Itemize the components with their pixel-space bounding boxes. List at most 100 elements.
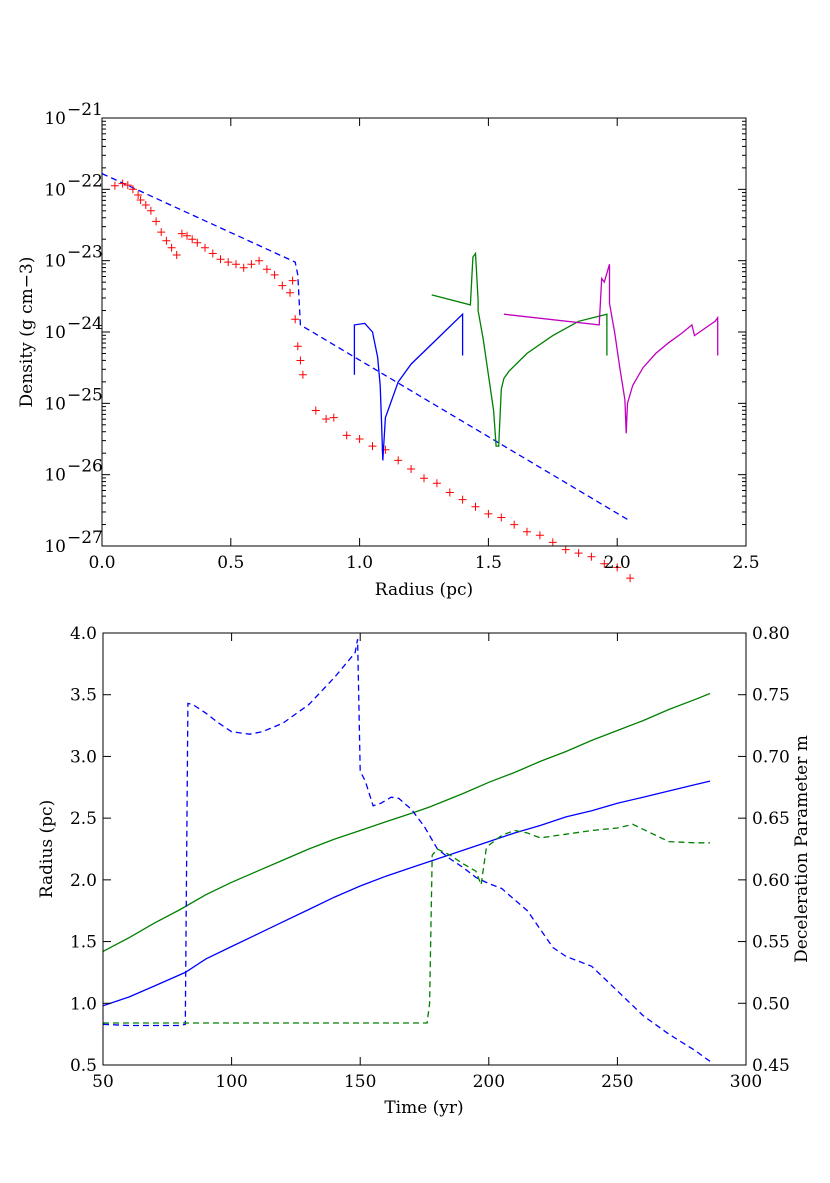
density-y-tick-exponent: −23 bbox=[67, 243, 103, 263]
density-marker bbox=[311, 406, 320, 415]
density-marker bbox=[136, 196, 145, 204]
density-marker bbox=[600, 559, 609, 568]
density-y-tick-exponent: −24 bbox=[67, 314, 103, 334]
radius-chart: 50 100 150 200 250 300 0.5 1.0 1.5 2.0 2.5 3.0 3.5 4… bbox=[37, 624, 812, 1118]
density-marker bbox=[208, 249, 217, 258]
density-x-tick-label: 0.5 bbox=[217, 553, 244, 573]
radius-x-tick-label: 150 bbox=[344, 1072, 376, 1092]
radius-x-tick-label: 250 bbox=[601, 1072, 633, 1092]
density-marker bbox=[123, 181, 132, 190]
density-x-ticks: 0.0 0.5 1.0 1.5 2.0 2.5 bbox=[88, 118, 760, 573]
density-y-tick-exponent: −25 bbox=[67, 385, 103, 405]
density-series-model-1 bbox=[353, 312, 464, 461]
density-y-label: Density (g cm−3) bbox=[17, 257, 37, 408]
density-marker bbox=[548, 538, 557, 547]
density-marker bbox=[201, 243, 209, 252]
density-y-tick-label: 10 bbox=[44, 394, 66, 414]
radius-right-y-tick-label: 0.50 bbox=[752, 994, 790, 1014]
density-plot-area bbox=[101, 173, 719, 583]
density-marker bbox=[394, 456, 403, 465]
radius-left-y-label: Radius (pc) bbox=[37, 800, 57, 898]
density-marker bbox=[497, 513, 506, 522]
density-marker bbox=[270, 270, 279, 279]
density-marker bbox=[471, 502, 480, 511]
density-y-tick-label: 10 bbox=[44, 180, 66, 200]
radius-left-y-tick-label: 2.0 bbox=[70, 871, 97, 891]
radius-axes-frame bbox=[102, 632, 747, 1066]
density-marker bbox=[355, 435, 364, 443]
density-marker bbox=[278, 281, 287, 290]
density-marker bbox=[239, 263, 248, 272]
density-series-ambient-profile bbox=[101, 173, 631, 522]
radius-right-y-label: Deceleration Parameter m bbox=[792, 735, 812, 963]
radius-x-tick-label: 200 bbox=[473, 1072, 505, 1092]
density-marker bbox=[445, 488, 454, 497]
density-series-model-3 bbox=[503, 264, 719, 434]
density-marker bbox=[322, 415, 331, 423]
density-x-tick-label: 1.0 bbox=[346, 553, 373, 573]
density-marker bbox=[262, 265, 271, 274]
radius-x-tick-label: 50 bbox=[92, 1072, 114, 1092]
density-series-observed-density bbox=[110, 179, 635, 583]
density-x-tick-label: 1.5 bbox=[475, 553, 502, 573]
density-y-tick-exponent: −26 bbox=[67, 457, 103, 477]
density-marker bbox=[342, 431, 351, 440]
density-marker bbox=[523, 527, 531, 536]
density-marker bbox=[141, 201, 150, 209]
density-marker bbox=[167, 243, 176, 252]
density-marker bbox=[432, 479, 441, 488]
radius-x-tick-label: 300 bbox=[730, 1072, 762, 1092]
density-marker bbox=[162, 236, 171, 245]
density-marker bbox=[535, 531, 544, 540]
density-x-tick-label: 2.5 bbox=[732, 553, 759, 573]
radius-left-y-tick-label: 3.5 bbox=[70, 686, 97, 706]
radius-series-radius-blue bbox=[102, 780, 711, 1007]
radius-left-y-tick-label: 0.5 bbox=[70, 1056, 97, 1076]
radius-left-y-tick-label: 3.0 bbox=[70, 747, 97, 767]
radius-left-y-ticks: 0.5 1.0 1.5 2.0 2.5 3.0 3.5 4.0 bbox=[70, 624, 111, 1076]
density-x-tick-label: 2.0 bbox=[604, 553, 631, 573]
density-marker bbox=[255, 256, 264, 265]
radius-left-y-tick-label: 2.5 bbox=[70, 809, 97, 829]
radius-left-y-tick-label: 1.0 bbox=[70, 994, 97, 1014]
density-marker bbox=[157, 228, 166, 237]
density-marker bbox=[288, 276, 297, 285]
density-marker bbox=[407, 465, 416, 473]
radius-left-y-tick-label: 4.0 bbox=[70, 624, 97, 644]
density-marker bbox=[128, 185, 137, 194]
density-y-tick-label: 10 bbox=[44, 537, 66, 557]
density-marker bbox=[293, 342, 302, 351]
density-y-tick-label: 10 bbox=[44, 466, 66, 486]
radius-plot-area bbox=[102, 639, 711, 1062]
density-marker bbox=[286, 288, 294, 297]
density-marker bbox=[368, 442, 377, 451]
radius-series-deceleration-parameter-green bbox=[103, 823, 710, 1024]
density-y-tick-exponent: −27 bbox=[67, 528, 103, 548]
density-marker bbox=[177, 229, 186, 238]
density-marker bbox=[587, 552, 596, 561]
density-marker bbox=[291, 315, 300, 324]
density-marker bbox=[329, 413, 338, 422]
density-x-label: Radius (pc) bbox=[375, 580, 473, 600]
density-marker bbox=[224, 258, 233, 267]
radius-x-ticks: 50 100 150 200 250 300 bbox=[92, 633, 762, 1092]
density-marker bbox=[188, 235, 197, 244]
radius-right-y-tick-label: 0.45 bbox=[752, 1056, 790, 1076]
radius-right-y-tick-label: 0.65 bbox=[752, 809, 790, 829]
density-marker bbox=[193, 238, 202, 247]
radius-right-y-tick-label: 0.60 bbox=[752, 871, 790, 891]
density-marker bbox=[296, 356, 305, 365]
density-marker bbox=[152, 217, 161, 226]
density-marker bbox=[574, 549, 583, 558]
radius-right-y-tick-label: 0.75 bbox=[752, 686, 790, 706]
radius-right-y-tick-label: 0.70 bbox=[752, 747, 790, 767]
density-marker bbox=[172, 251, 181, 259]
density-marker bbox=[247, 260, 256, 269]
density-marker bbox=[484, 509, 493, 518]
density-marker bbox=[146, 206, 155, 215]
density-marker bbox=[510, 520, 519, 529]
density-marker bbox=[232, 260, 240, 269]
